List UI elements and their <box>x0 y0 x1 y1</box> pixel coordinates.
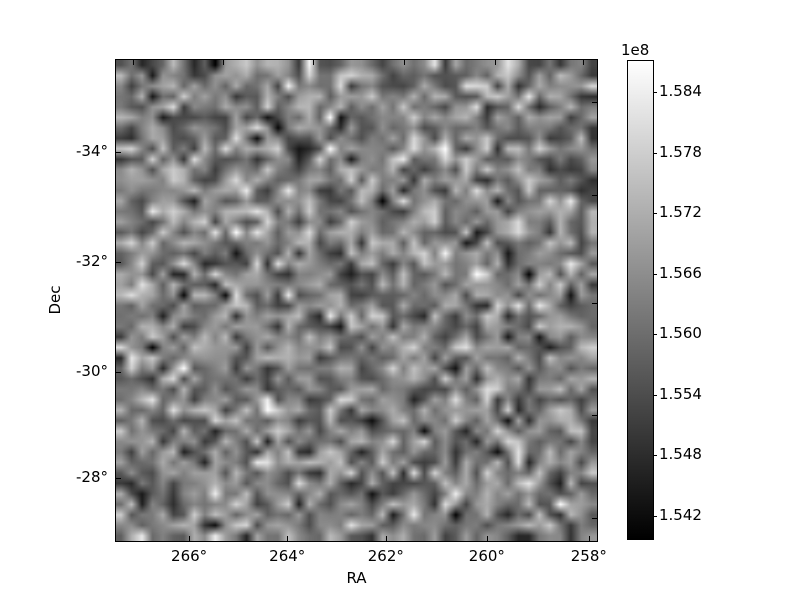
colorbar-tick-label: 1.548 <box>659 445 702 464</box>
colorbar-tick-label: 1.566 <box>659 263 702 282</box>
y-axis-label: Dec <box>46 285 64 315</box>
x-tick-mark <box>588 536 590 541</box>
plot-frame <box>115 59 598 542</box>
colorbar-gradient <box>628 61 653 539</box>
colorbar-tick-label: 1.560 <box>659 324 702 343</box>
x-tick-label: 258° <box>570 547 607 565</box>
x-tick-label: 264° <box>269 547 306 565</box>
colorbar-tick-mark <box>653 515 657 517</box>
x-tick-label: 260° <box>468 547 505 565</box>
y-tick-mark <box>116 262 121 264</box>
x-tick-mark-top <box>132 60 134 65</box>
colorbar-tick-mark <box>653 394 657 396</box>
y-tick-mark <box>116 477 121 479</box>
y-tick-mark-right <box>592 517 597 519</box>
x-tick-mark-top <box>313 60 315 65</box>
colorbar-tick-label: 1.554 <box>659 384 702 403</box>
x-axis-label: RA <box>346 569 367 587</box>
x-tick-mark <box>189 536 191 541</box>
colorbar-tick-label: 1.578 <box>659 142 702 161</box>
y-tick-label: -30° <box>76 362 108 381</box>
colorbar-offset-label: 1e8 <box>621 41 650 59</box>
x-tick-mark-top <box>222 60 224 65</box>
x-tick-mark-top <box>404 60 406 65</box>
colorbar-tick-mark <box>653 273 657 275</box>
y-tick-label: -32° <box>76 252 108 271</box>
y-tick-label: -34° <box>76 141 108 160</box>
colorbar-tick-mark <box>653 152 657 154</box>
y-tick-mark <box>116 151 121 153</box>
colorbar-tick-mark <box>653 334 657 336</box>
y-tick-label: -28° <box>76 467 108 486</box>
y-tick-mark-right <box>592 101 597 103</box>
heatmap-image <box>116 60 597 541</box>
y-tick-mark-right <box>592 302 597 304</box>
x-tick-mark <box>287 536 289 541</box>
y-tick-mark-right <box>592 414 597 416</box>
x-tick-mark-top <box>583 60 585 65</box>
colorbar-tick-label: 1.542 <box>659 505 702 524</box>
colorbar-tick-mark <box>653 455 657 457</box>
x-tick-mark <box>486 536 488 541</box>
colorbar-tick-label: 1.584 <box>659 82 702 101</box>
colorbar-tick-mark <box>653 213 657 215</box>
y-tick-mark <box>116 372 121 374</box>
colorbar-tick-mark <box>653 92 657 94</box>
x-tick-label: 266° <box>171 547 208 565</box>
colorbar-tick-label: 1.572 <box>659 203 702 222</box>
x-tick-mark-top <box>495 60 497 65</box>
x-tick-mark <box>385 536 387 541</box>
x-tick-label: 262° <box>367 547 404 565</box>
colorbar <box>627 60 654 540</box>
y-tick-mark-right <box>592 195 597 197</box>
